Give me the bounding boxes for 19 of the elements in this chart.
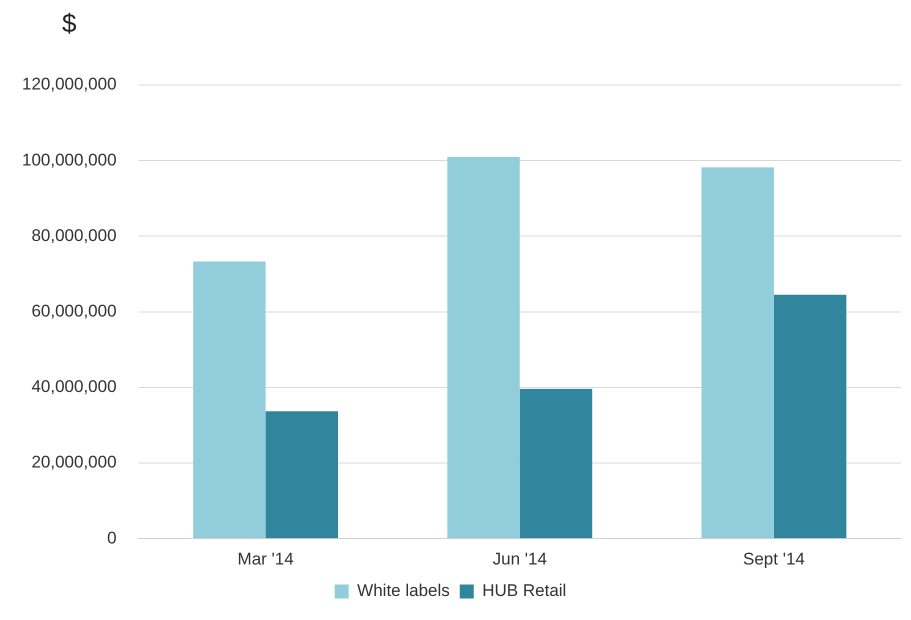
y-tick-label: 100,000,000 [22, 150, 117, 170]
y-tick-label: 120,000,000 [22, 74, 117, 94]
y-tick-label: 40,000,000 [31, 377, 117, 396]
bar [774, 294, 846, 538]
x-tick-label: Sept '14 [742, 549, 805, 568]
y-tick-label: 20,000,000 [31, 452, 117, 472]
bar [266, 411, 338, 538]
legend-label: White labels [357, 581, 450, 600]
y-tick-label: 60,000,000 [31, 301, 117, 320]
bar [520, 388, 592, 538]
bar [701, 167, 774, 538]
x-tick-label: Jun '14 [492, 549, 547, 568]
x-tick-label: Mar '14 [238, 549, 294, 568]
bar [447, 156, 520, 538]
bar [193, 262, 266, 538]
y-axis-title: $ [62, 8, 76, 39]
legend-label: HUB Retail [482, 581, 566, 600]
y-tick-label: 80,000,000 [31, 226, 117, 245]
y-tick-label: 0 [107, 528, 117, 548]
